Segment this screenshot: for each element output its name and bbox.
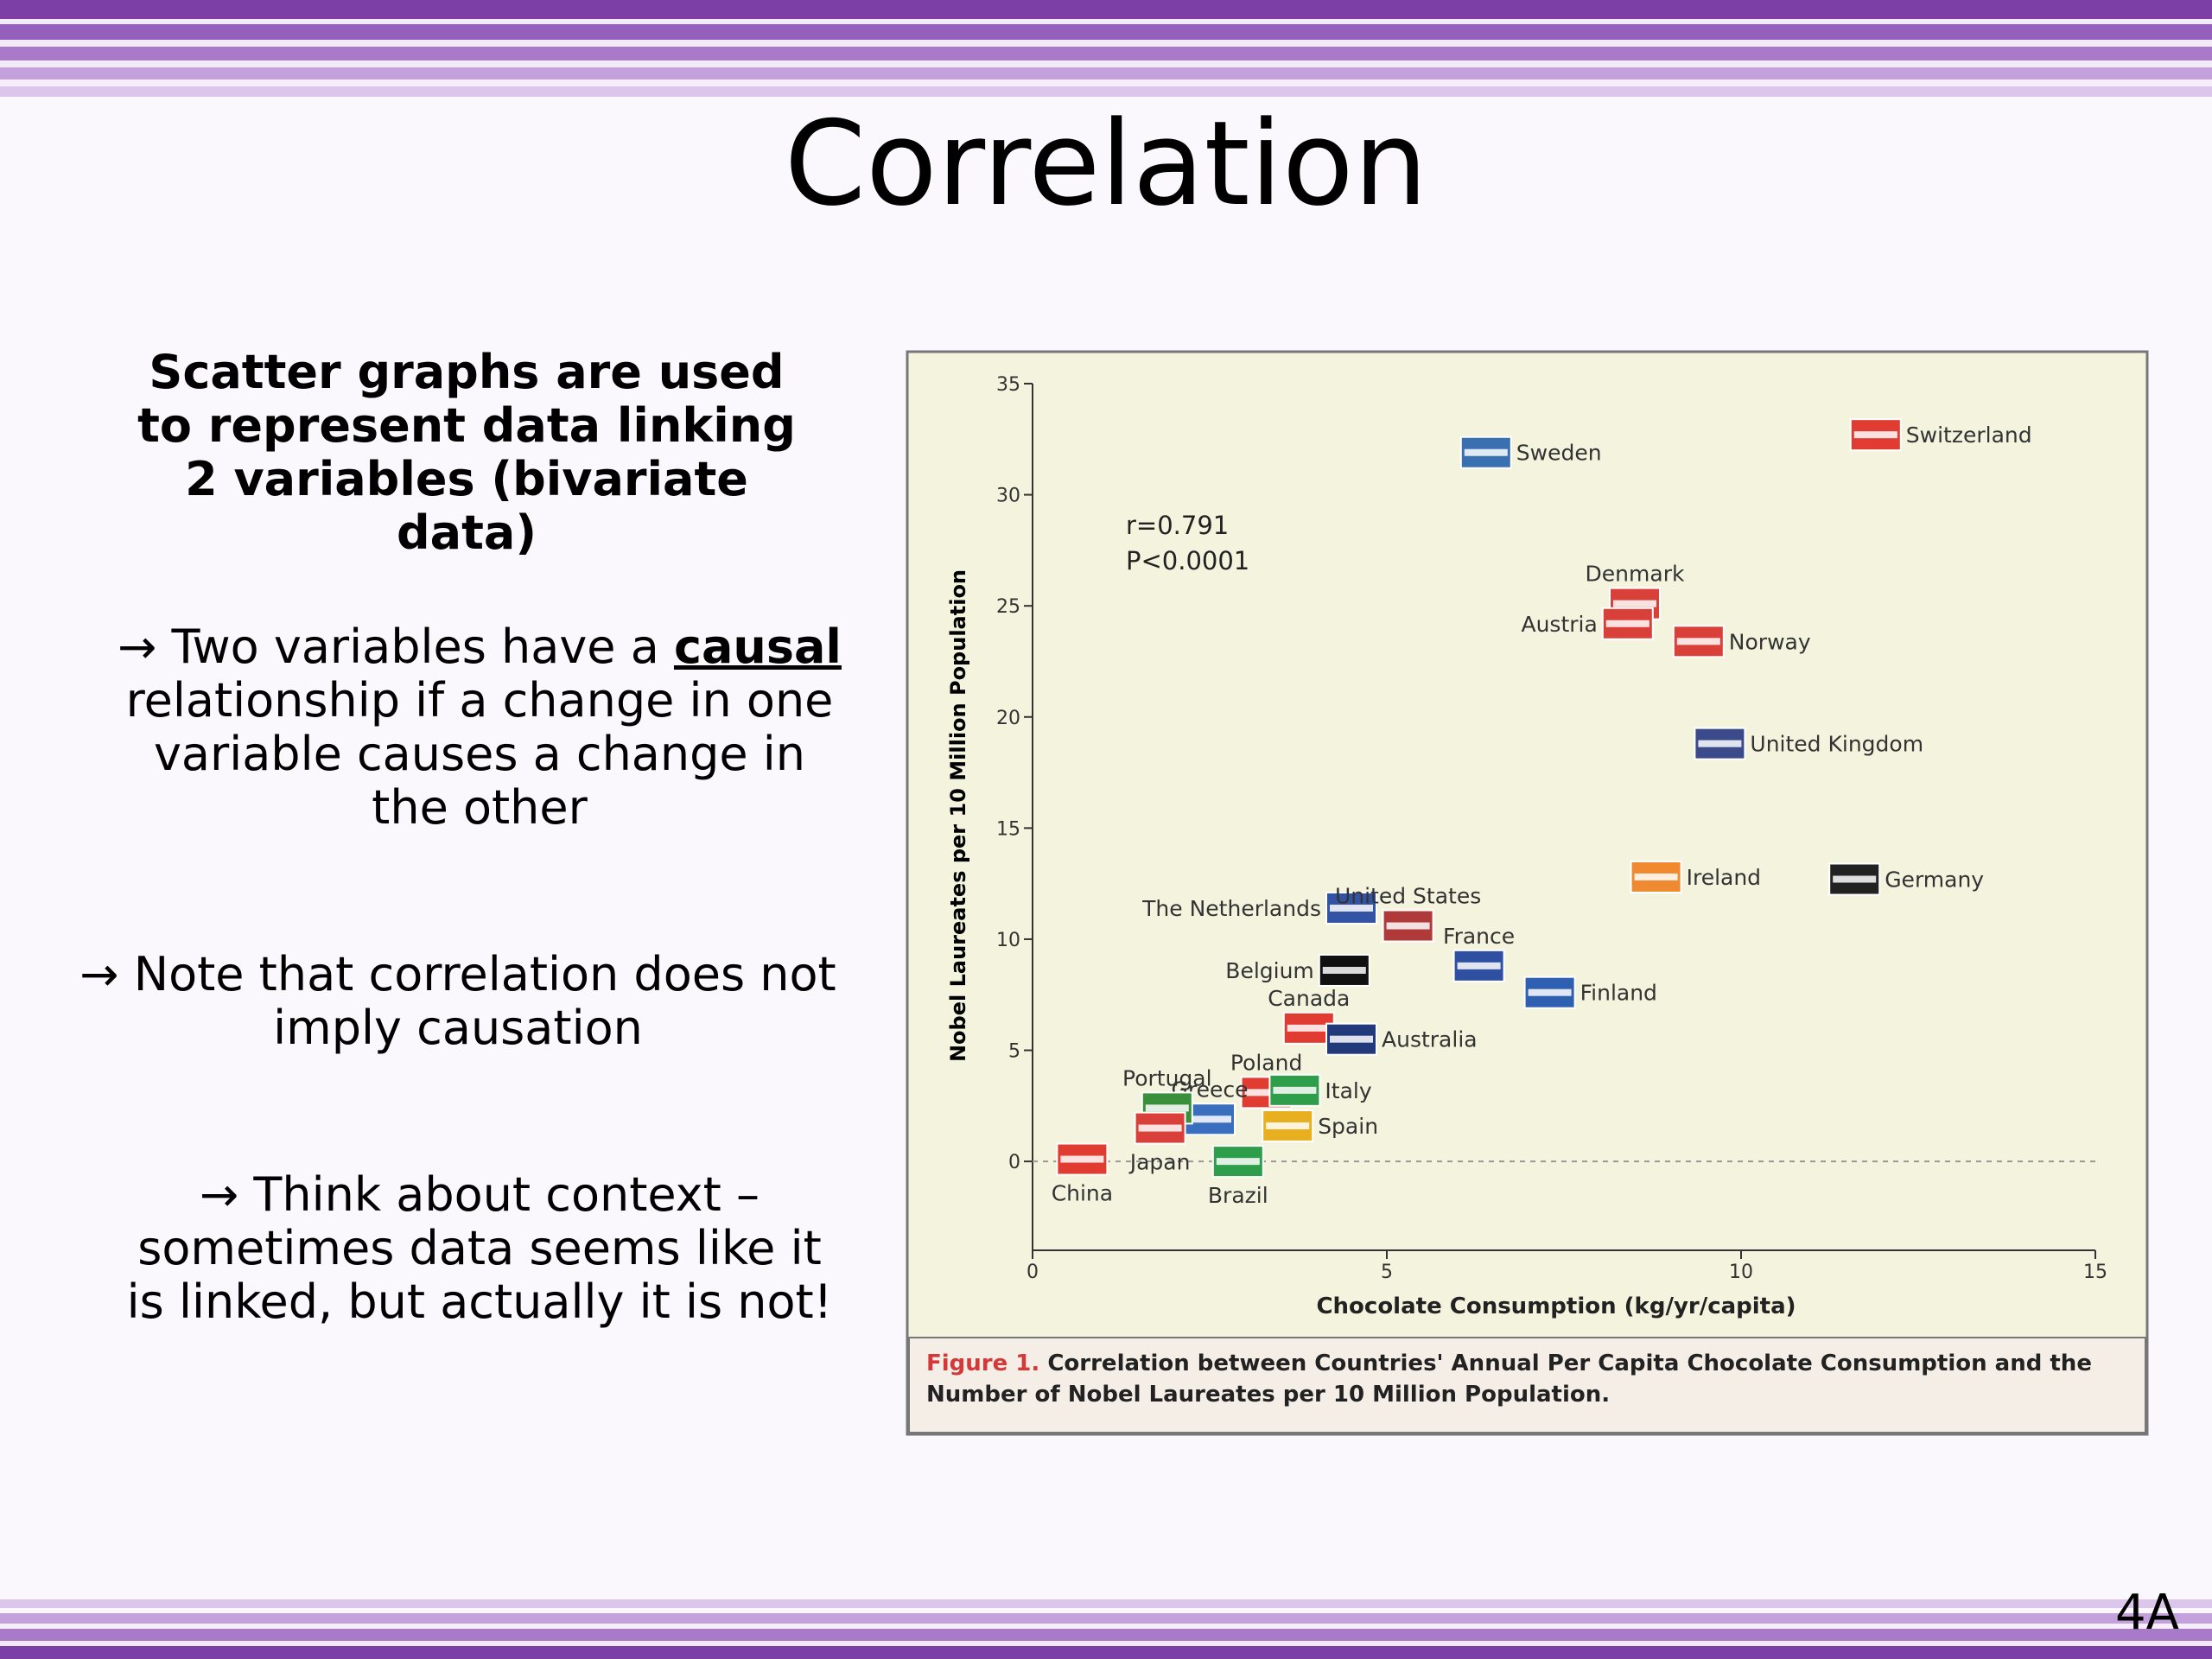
- chart-frame: [906, 350, 2149, 1436]
- y-tick-label: 15: [996, 818, 1020, 840]
- x-tick-label: 10: [1729, 1262, 1753, 1283]
- point-stripe: [1605, 620, 1649, 627]
- annotation: P<0.0001: [1126, 546, 1249, 575]
- emphasis: causal: [673, 620, 842, 674]
- y-axis-title: Nobel Laureates per 10 Million Populatio…: [946, 569, 970, 1062]
- y-tick-label: 35: [996, 374, 1020, 396]
- causal-note: → Two variables have a causal relationsh…: [112, 620, 847, 835]
- x-tick-label: 0: [1027, 1262, 1039, 1283]
- point-label: Brazil: [1208, 1183, 1268, 1208]
- y-tick-label: 20: [996, 708, 1020, 729]
- point-label: Portugal: [1122, 1065, 1212, 1090]
- x-tick-label: 15: [2083, 1262, 2107, 1283]
- point-stripe: [1287, 1024, 1331, 1032]
- point-stripe: [1676, 638, 1720, 645]
- y-tick-label: 5: [1008, 1041, 1020, 1063]
- point-label: United States: [1335, 884, 1481, 909]
- point-stripe: [1613, 600, 1656, 607]
- point-stripe: [1138, 1124, 1182, 1132]
- point-label: Canada: [1268, 986, 1350, 1011]
- x-axis-title: Chocolate Consumption (kg/yr/capita): [1316, 1294, 1796, 1319]
- figure-label: Figure 1.: [926, 1351, 1040, 1376]
- text: relationship if a change in one variable…: [125, 673, 834, 835]
- point-label: Italy: [1325, 1078, 1371, 1103]
- point-label: Germany: [1885, 868, 1984, 893]
- caption-box: [908, 1337, 2146, 1433]
- point-label: Denmark: [1586, 562, 1685, 587]
- point-label: Norway: [1729, 629, 1811, 654]
- point-label: Finland: [1580, 981, 1657, 1006]
- correlation-note: → Note that correlation does not imply c…: [79, 947, 836, 1055]
- point-stripe: [1330, 1035, 1373, 1043]
- point-label: Sweden: [1516, 441, 1602, 466]
- point-label: Austria: [1521, 612, 1597, 637]
- point-label: Ireland: [1687, 865, 1761, 890]
- point-label: The Netherlands: [1141, 896, 1321, 921]
- point-stripe: [1216, 1158, 1260, 1166]
- point-stripe: [1464, 448, 1508, 456]
- point-stripe: [1145, 1104, 1189, 1112]
- point-stripe: [1457, 962, 1501, 969]
- point-stripe: [1634, 873, 1678, 880]
- bottom-band: [0, 1594, 2212, 1659]
- slide-title: Correlation: [784, 96, 1428, 232]
- caption: Figure 1. Correlation between Countries'…: [926, 1348, 2127, 1410]
- point-label: China: [1052, 1181, 1113, 1206]
- y-tick-label: 30: [996, 486, 1020, 507]
- y-tick-label: 25: [996, 596, 1020, 618]
- x-tick-label: 5: [1381, 1262, 1393, 1283]
- point-label: Belgium: [1225, 958, 1314, 983]
- point-label: Poland: [1230, 1050, 1302, 1075]
- point-stripe: [1833, 875, 1877, 883]
- y-tick-label: 0: [1008, 1152, 1020, 1173]
- slide-number: 4A: [2115, 1585, 2179, 1641]
- point-stripe: [1244, 1089, 1288, 1096]
- point-label: Japan: [1128, 1150, 1191, 1175]
- text: → Two variables have a: [118, 620, 674, 674]
- point-stripe: [1273, 1086, 1317, 1094]
- annotation: r=0.791: [1126, 511, 1229, 540]
- point-label: Switzerland: [1906, 423, 2032, 448]
- intro-text: Scatter graphs are used to represent dat…: [137, 345, 796, 560]
- point-label: Spain: [1318, 1114, 1378, 1139]
- point-stripe: [1853, 431, 1897, 439]
- point-stripe: [1386, 922, 1430, 930]
- point-label: United Kingdom: [1750, 732, 1923, 757]
- y-tick-label: 10: [996, 930, 1020, 951]
- point-stripe: [1060, 1155, 1104, 1163]
- point-label: France: [1443, 924, 1515, 949]
- top-band: [0, 0, 2212, 112]
- point-stripe: [1188, 1116, 1231, 1123]
- caption-text: Correlation between Countries' Annual Pe…: [926, 1351, 2092, 1408]
- point-stripe: [1528, 988, 1572, 996]
- point-stripe: [1330, 904, 1373, 912]
- point-label: Australia: [1382, 1027, 1478, 1052]
- context-note: → Think about context – sometimes data s…: [126, 1167, 833, 1329]
- point-stripe: [1698, 740, 1742, 747]
- point-stripe: [1322, 966, 1366, 974]
- point-stripe: [1266, 1122, 1310, 1129]
